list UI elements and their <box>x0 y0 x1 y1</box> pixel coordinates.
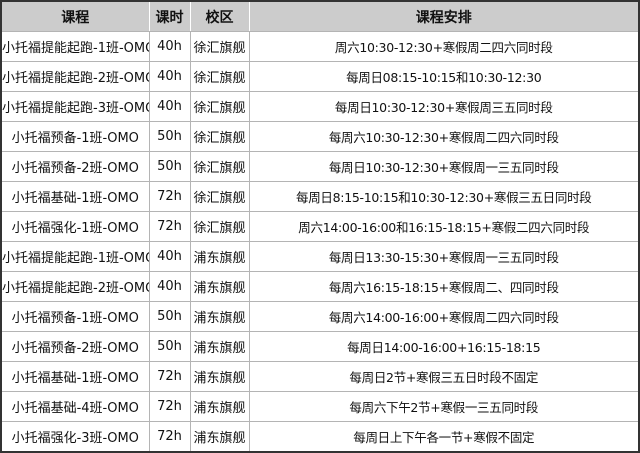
table-row: 小托福提能起跑-3班-OMO 40h 徐汇旗舰 每周日10:30-12:30+寒假周三… <box>0 91 640 122</box>
hours-cell: 50h <box>148 151 191 182</box>
campus-cell: 徐汇旗舰 <box>189 61 250 92</box>
schedule-cell: 每周日10:30-12:30+寒假周一三五同时段 <box>248 151 640 182</box>
schedule-cell: 每周日2节+寒假三五日时段不固定 <box>248 361 640 392</box>
table-row: 小托福预备-2班-OMO 50h 浦东旗舰 每周日14:00-16:00+16:15-… <box>0 331 640 362</box>
campus-cell: 浦东旗舰 <box>189 301 250 332</box>
table-row: 小托福提能起跑-1班-OMO 40h 浦东旗舰 每周日13:30-15:30+寒假周一… <box>0 241 640 272</box>
course-cell: 小托福提能起跑-1班-OMO <box>0 241 150 272</box>
schedule-cell: 每周六16:15-18:15+寒假周二、四同时段 <box>248 271 640 302</box>
header-row: 课程 课时 校区 课程安排 <box>0 0 640 32</box>
hours-cell: 72h <box>148 181 191 212</box>
campus-cell: 徐汇旗舰 <box>189 31 250 62</box>
course-cell: 小托福提能起跑-2班-OMO <box>0 271 150 302</box>
schedule-cell: 每周日08:15-10:15和10:30-12:30 <box>248 61 640 92</box>
course-cell: 小托福提能起跑-1班-OMO <box>0 31 150 62</box>
campus-cell: 浦东旗舰 <box>189 421 250 453</box>
hours-cell: 72h <box>148 421 191 453</box>
table-row: 小托福基础-1班-OMO 72h 浦东旗舰 每周日2节+寒假三五日时段不固定 <box>0 361 640 392</box>
course-cell: 小托福基础-4班-OMO <box>0 391 150 422</box>
course-cell: 小托福预备-2班-OMO <box>0 151 150 182</box>
campus-cell: 浦东旗舰 <box>189 271 250 302</box>
campus-cell: 徐汇旗舰 <box>189 121 250 152</box>
hours-cell: 50h <box>148 301 191 332</box>
campus-cell: 浦东旗舰 <box>189 331 250 362</box>
hours-cell: 72h <box>148 211 191 242</box>
course-cell: 小托福提能起跑-3班-OMO <box>0 91 150 122</box>
schedule-cell: 每周日10:30-12:30+寒假周三五同时段 <box>248 91 640 122</box>
hours-cell: 40h <box>148 241 191 272</box>
hours-cell: 40h <box>148 31 191 62</box>
hours-cell: 72h <box>148 361 191 392</box>
header-schedule: 课程安排 <box>248 0 640 32</box>
table-row: 小托福基础-1班-OMO 72h 徐汇旗舰 每周日8:15-10:15和10:30-1… <box>0 181 640 212</box>
table-row: 小托福提能起跑-1班-OMO 40h 徐汇旗舰 周六10:30-12:30+寒假周二四… <box>0 31 640 62</box>
campus-cell: 徐汇旗舰 <box>189 151 250 182</box>
campus-cell: 徐汇旗舰 <box>189 181 250 212</box>
hours-cell: 72h <box>148 391 191 422</box>
course-cell: 小托福基础-1班-OMO <box>0 181 150 212</box>
table-row: 小托福基础-4班-OMO 72h 浦东旗舰 每周六下午2节+寒假一三五同时段 <box>0 391 640 422</box>
schedule-cell: 每周六14:00-16:00+寒假周二四六同时段 <box>248 301 640 332</box>
table-row: 小托福强化-3班-OMO 72h 浦东旗舰 每周日上下午各一节+寒假不固定 <box>0 421 640 453</box>
table-row: 小托福预备-1班-OMO 50h 徐汇旗舰 每周六10:30-12:30+寒假周二四六… <box>0 121 640 152</box>
course-cell: 小托福预备-1班-OMO <box>0 121 150 152</box>
table-row: 小托福预备-1班-OMO 50h 浦东旗舰 每周六14:00-16:00+寒假周二四六… <box>0 301 640 332</box>
hours-cell: 40h <box>148 91 191 122</box>
campus-cell: 浦东旗舰 <box>189 361 250 392</box>
hours-cell: 50h <box>148 121 191 152</box>
campus-cell: 浦东旗舰 <box>189 241 250 272</box>
table-row: 小托福预备-2班-OMO 50h 徐汇旗舰 每周日10:30-12:30+寒假周一三五… <box>0 151 640 182</box>
table-row: 小托福强化-1班-OMO 72h 徐汇旗舰 周六14:00-16:00和16:15-1… <box>0 211 640 242</box>
table-row: 小托福提能起跑-2班-OMO 40h 浦东旗舰 每周六16:15-18:15+寒假周二… <box>0 271 640 302</box>
table-row: 小托福提能起跑-2班-OMO 40h 徐汇旗舰 每周日08:15-10:15和10:3… <box>0 61 640 92</box>
schedule-cell: 每周日13:30-15:30+寒假周一三五同时段 <box>248 241 640 272</box>
header-course: 课程 <box>0 0 150 32</box>
header-hours: 课时 <box>148 0 191 32</box>
course-cell: 小托福提能起跑-2班-OMO <box>0 61 150 92</box>
schedule-cell: 每周日上下午各一节+寒假不固定 <box>248 421 640 453</box>
hours-cell: 50h <box>148 331 191 362</box>
schedule-cell: 周六14:00-16:00和16:15-18:15+寒假二四六同时段 <box>248 211 640 242</box>
campus-cell: 徐汇旗舰 <box>189 91 250 122</box>
hours-cell: 40h <box>148 61 191 92</box>
schedule-cell: 每周六10:30-12:30+寒假周二四六同时段 <box>248 121 640 152</box>
campus-cell: 徐汇旗舰 <box>189 211 250 242</box>
hours-cell: 40h <box>148 271 191 302</box>
course-cell: 小托福强化-1班-OMO <box>0 211 150 242</box>
schedule-cell: 每周日8:15-10:15和10:30-12:30+寒假三五日同时段 <box>248 181 640 212</box>
schedule-cell: 周六10:30-12:30+寒假周二四六同时段 <box>248 31 640 62</box>
course-cell: 小托福预备-2班-OMO <box>0 331 150 362</box>
course-cell: 小托福强化-3班-OMO <box>0 421 150 453</box>
campus-cell: 浦东旗舰 <box>189 391 250 422</box>
schedule-cell: 每周六下午2节+寒假一三五同时段 <box>248 391 640 422</box>
header-campus: 校区 <box>189 0 250 32</box>
course-cell: 小托福预备-1班-OMO <box>0 301 150 332</box>
schedule-cell: 每周日14:00-16:00+16:15-18:15 <box>248 331 640 362</box>
course-cell: 小托福基础-1班-OMO <box>0 361 150 392</box>
